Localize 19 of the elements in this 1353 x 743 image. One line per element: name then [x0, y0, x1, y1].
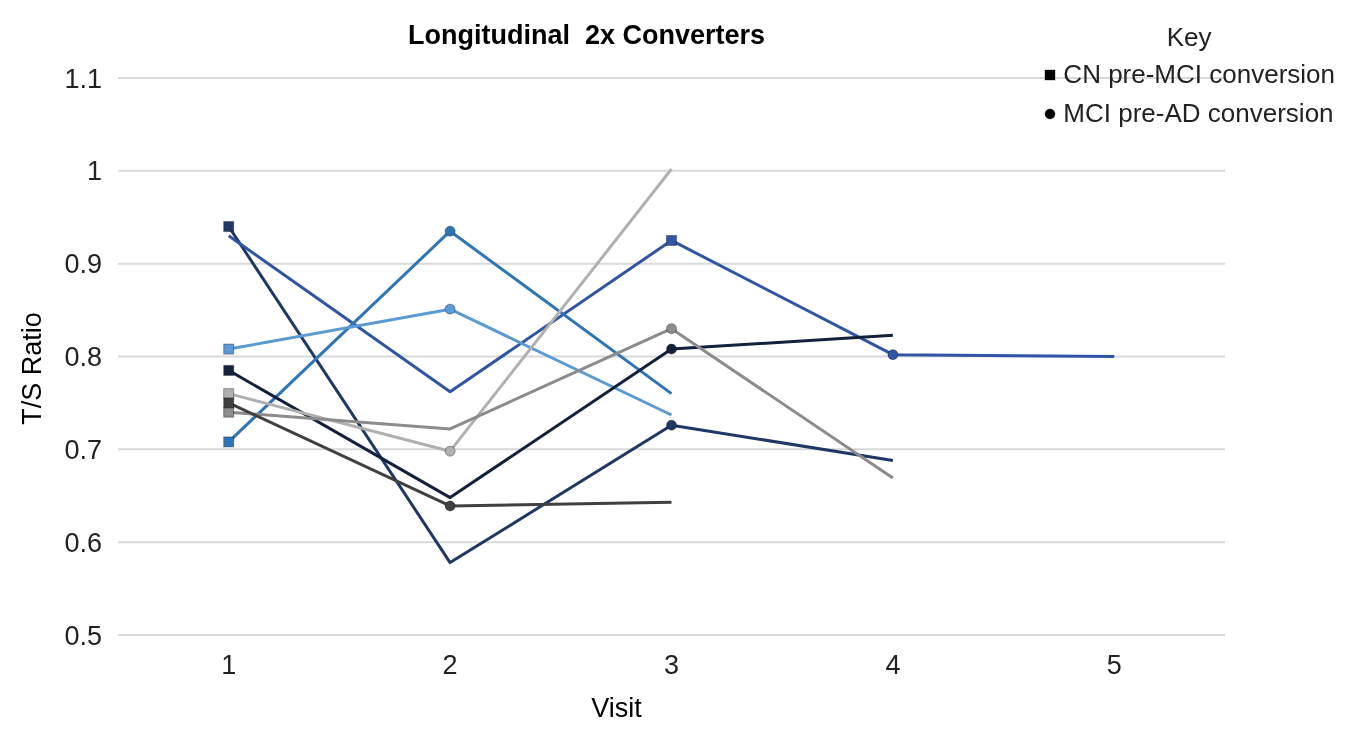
x-tick-label: 5 [1106, 650, 1122, 681]
chart-title: Longitudinal 2x Converters [406, 20, 767, 51]
legend-title: Key [1165, 22, 1213, 53]
x-tick-label: 1 [221, 650, 237, 681]
line-series [227, 234, 1116, 394]
y-tick-label: 1 [86, 156, 102, 187]
y-tick-label: 0.9 [64, 249, 102, 280]
y-tick-label: 0.5 [64, 620, 102, 651]
x-tick-label: 4 [885, 650, 901, 681]
x-tick-label: 3 [663, 650, 680, 681]
x-axis-title: Visit [590, 693, 643, 724]
y-tick-label: 0.8 [64, 342, 102, 373]
text: MCI pre-AD conversion [1062, 98, 1335, 129]
y-axis-title: T/S Ratio [16, 311, 48, 425]
y-tick-label: 0.6 [64, 527, 102, 558]
x-tick-label: 2 [442, 650, 458, 681]
y-tick-label: 0.7 [64, 434, 102, 465]
text: CN pre-MCI conversion [1062, 59, 1335, 90]
y-tick-label: 1.1 [64, 63, 102, 94]
